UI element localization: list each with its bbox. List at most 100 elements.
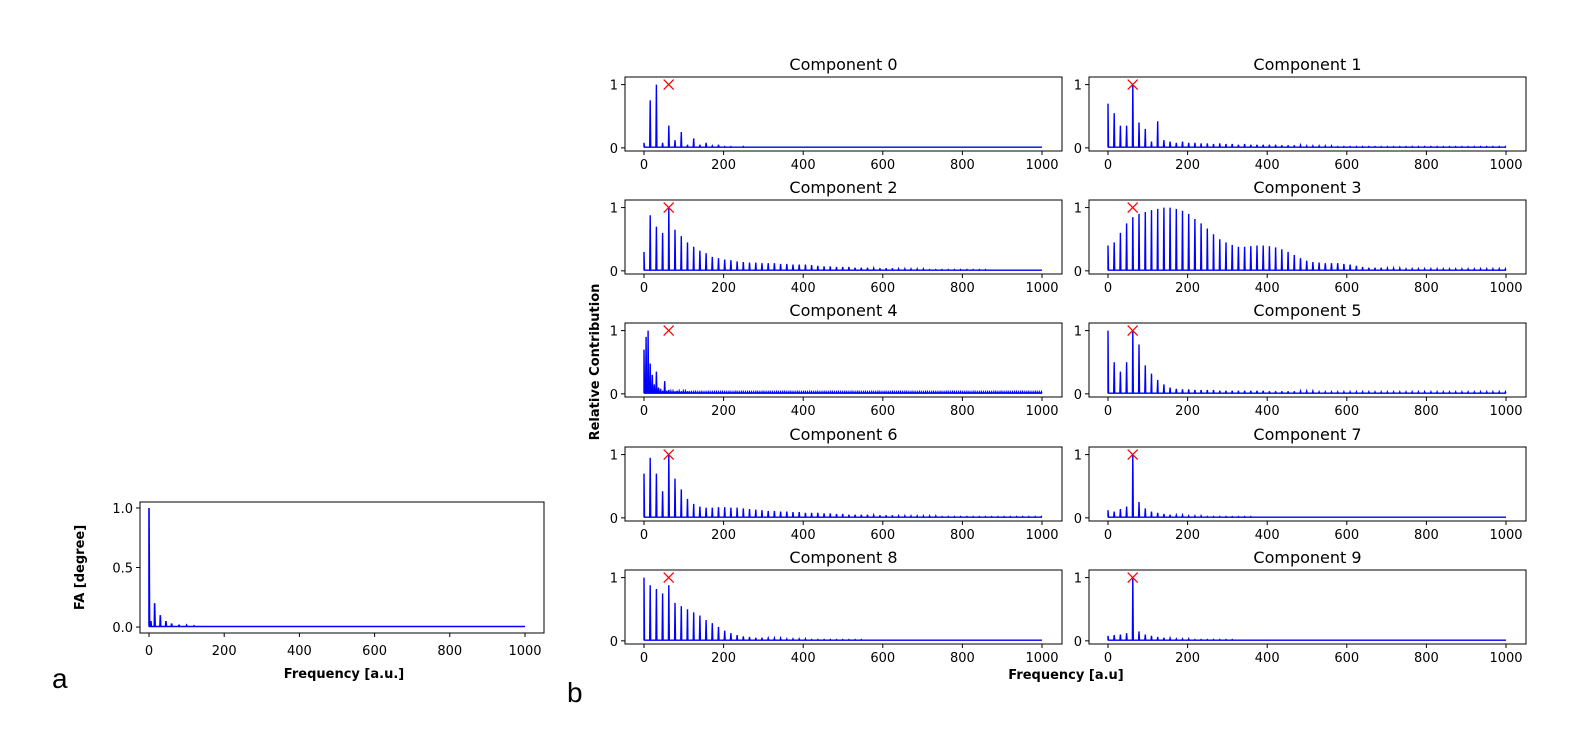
subplot-ytick-label: 0 — [610, 388, 618, 403]
subplot-xtick-label: 1000 — [1025, 404, 1058, 419]
marker-stroke — [1127, 572, 1139, 584]
subplot-ytick-label: 0 — [610, 512, 618, 527]
subplot-xtick-label: 800 — [950, 158, 975, 173]
subplot-xtick-label: 800 — [1414, 404, 1439, 419]
subplot-xtick-label: 200 — [711, 158, 736, 173]
subplot-xtick-label: 0 — [640, 404, 648, 419]
subplot-title: Component 6 — [789, 425, 897, 444]
subplot-xtick-label: 800 — [1414, 528, 1439, 543]
subplot-xtick-label: 0 — [640, 528, 648, 543]
subplot-xtick-label: 800 — [950, 404, 975, 419]
subplot-ytick-label: 1 — [1074, 325, 1082, 340]
subplot-xtick-label: 400 — [1255, 404, 1280, 419]
subplot-series-line — [1107, 330, 1507, 394]
subplot-axes-frame — [1088, 569, 1527, 645]
subplot-marker — [1127, 79, 1139, 91]
panel-a-axes-frame — [139, 501, 545, 634]
subplot-xtick-label: 800 — [1414, 158, 1439, 173]
subplot-axes-frame — [1088, 322, 1527, 398]
subplot-xtick-label: 1000 — [1489, 281, 1522, 296]
subplot-xtick-label: 400 — [1255, 651, 1280, 666]
marker-stroke — [1127, 202, 1139, 214]
subplot-xtick-label: 0 — [640, 158, 648, 173]
subplot-xtick-label: 200 — [1175, 651, 1200, 666]
subplot-ytick-label: 0 — [1074, 142, 1082, 157]
subplot-marker — [1127, 572, 1139, 584]
subplot-xtick-label: 0 — [640, 281, 648, 296]
subplot-xtick-label: 600 — [870, 281, 895, 296]
subplot-xtick-label: 1000 — [1025, 281, 1058, 296]
panel-b-subplot: Component 9 0 200 400 600 800 1000 0 1 — [1074, 548, 1527, 666]
subplot-xtick-label: 800 — [950, 528, 975, 543]
panel-b-subplot: Component 0 0 200 400 600 800 1000 0 1 — [610, 55, 1063, 173]
subplot-series-line — [1107, 577, 1506, 641]
subplot-xtick-label: 200 — [711, 404, 736, 419]
panel-a-xtick-label: 1000 — [508, 644, 541, 659]
subplot-axes-frame — [624, 199, 1063, 275]
panel-b: Component 00 200 400 600 800 100001Component … — [610, 55, 1527, 666]
subplot-xtick-label: 800 — [1414, 651, 1439, 666]
subplot-xtick-label: 400 — [791, 158, 816, 173]
subplot-ytick-label: 1 — [610, 449, 618, 464]
panel-b-xlabel: Frequency [a.u] — [1008, 668, 1123, 683]
subplot-xtick-label: 1000 — [1025, 158, 1058, 173]
subplot-xtick-label: 400 — [791, 404, 816, 419]
subplot-marker — [663, 79, 675, 91]
subplot-xtick-label: 0 — [1104, 651, 1112, 666]
subplot-xtick-label: 1000 — [1025, 651, 1058, 666]
subplot-axes-frame — [624, 569, 1063, 645]
subplot-title: Component 9 — [1253, 548, 1361, 567]
subplot-xtick-label: 800 — [950, 651, 975, 666]
subplot-ytick-label: 1 — [1074, 202, 1082, 217]
subplot-xtick-label: 0 — [1104, 528, 1112, 543]
marker-stroke — [1127, 325, 1139, 337]
subplot-ytick-label: 0 — [1074, 388, 1082, 403]
panel-a-xlabel: Frequency [a.u.] — [284, 667, 404, 682]
panel-a-ylabel: FA [degree] — [73, 525, 88, 610]
subplot-xtick-label: 600 — [1334, 281, 1359, 296]
panel-b-ylabel: Relative Contribution — [588, 284, 603, 441]
subplot-xtick-label: 0 — [1104, 404, 1112, 419]
subplot-ytick-label: 0 — [1074, 512, 1082, 527]
subplot-series-line — [643, 577, 1042, 641]
subplot-xtick-label: 0 — [1104, 281, 1112, 296]
subplot-xtick-label: 600 — [870, 404, 895, 419]
subplot-xtick-label: 400 — [791, 651, 816, 666]
subplot-axes-frame — [624, 322, 1063, 398]
subplot-xtick-label: 200 — [1175, 281, 1200, 296]
subplot-ytick-label: 1 — [610, 325, 618, 340]
panel-a-xtick-label: 400 — [287, 644, 312, 659]
subplot-xtick-label: 400 — [791, 281, 816, 296]
panel-b-subplot: Component 3 0 200 400 600 800 1000 0 1 — [1074, 178, 1527, 296]
subplot-ytick-label: 1 — [1074, 79, 1082, 94]
subplot-xtick-label: 0 — [1104, 158, 1112, 173]
subplot-ytick-label: 0 — [610, 265, 618, 280]
subplot-title: Component 0 — [789, 55, 897, 74]
subplot-axes-frame — [624, 76, 1063, 152]
subplot-xtick-label: 1000 — [1489, 158, 1522, 173]
subplot-xtick-label: 400 — [1255, 281, 1280, 296]
subplot-series-line — [1107, 84, 1507, 148]
subplot-xtick-label: 200 — [711, 528, 736, 543]
panel-a-ytick-label: 0.0 — [112, 621, 133, 636]
subplot-title: Component 4 — [789, 301, 897, 320]
subplot-xtick-label: 400 — [791, 528, 816, 543]
subplot-xtick-label: 200 — [711, 651, 736, 666]
subplot-ytick-label: 1 — [610, 202, 618, 217]
subplot-xtick-label: 800 — [950, 281, 975, 296]
subplot-xtick-label: 1000 — [1489, 404, 1522, 419]
panel-b-subplot: Component 2 0 200 400 600 800 1000 0 1 — [610, 178, 1063, 296]
subplot-ytick-label: 1 — [1074, 449, 1082, 464]
panel-a-xtick-label: 200 — [212, 644, 237, 659]
marker-stroke — [663, 325, 675, 337]
panel-a-ytick-label: 0.5 — [112, 562, 133, 577]
subplot-xtick-label: 600 — [1334, 528, 1359, 543]
subplot-ytick-label: 1 — [1074, 572, 1082, 587]
subplot-ytick-label: 0 — [610, 635, 618, 650]
subplot-axes-frame — [1088, 76, 1527, 152]
subplot-xtick-label: 1000 — [1489, 651, 1522, 666]
subplot-series-line — [643, 330, 1043, 394]
subplot-title: Component 1 — [1253, 55, 1361, 74]
subplot-ytick-label: 1 — [610, 572, 618, 587]
